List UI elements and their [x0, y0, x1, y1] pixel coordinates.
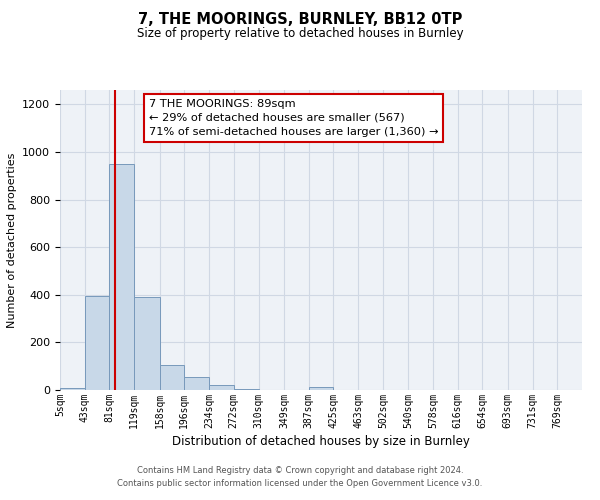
Bar — [234, 389, 259, 390]
Bar — [109, 164, 134, 390]
Bar — [308, 387, 334, 390]
Bar — [209, 385, 234, 390]
Y-axis label: Number of detached properties: Number of detached properties — [7, 152, 17, 328]
Bar — [60, 388, 85, 390]
Text: 7, THE MOORINGS, BURNLEY, BB12 0TP: 7, THE MOORINGS, BURNLEY, BB12 0TP — [138, 12, 462, 28]
Bar — [184, 378, 209, 390]
Text: Distribution of detached houses by size in Burnley: Distribution of detached houses by size … — [172, 435, 470, 448]
Bar — [134, 297, 160, 390]
Text: Contains HM Land Registry data © Crown copyright and database right 2024.
Contai: Contains HM Land Registry data © Crown c… — [118, 466, 482, 487]
Text: Size of property relative to detached houses in Burnley: Size of property relative to detached ho… — [137, 28, 463, 40]
Text: 7 THE MOORINGS: 89sqm
← 29% of detached houses are smaller (567)
71% of semi-det: 7 THE MOORINGS: 89sqm ← 29% of detached … — [149, 99, 438, 137]
Bar — [85, 296, 109, 390]
Bar — [160, 365, 184, 390]
